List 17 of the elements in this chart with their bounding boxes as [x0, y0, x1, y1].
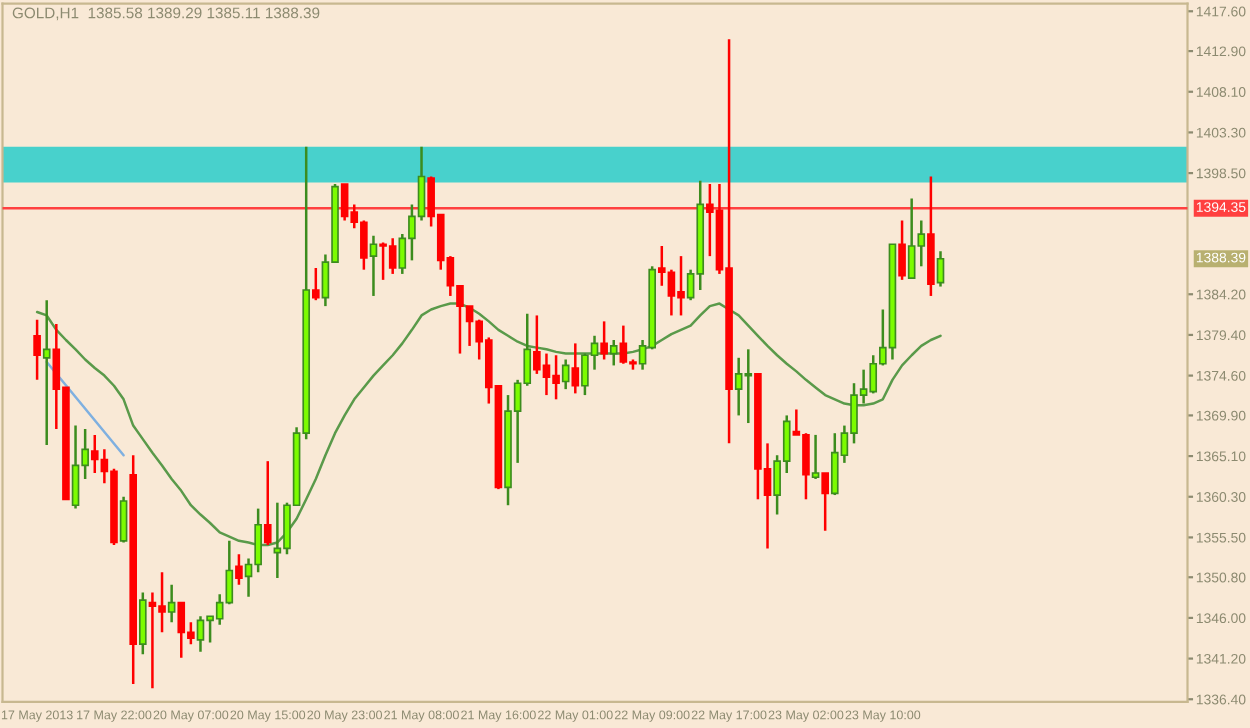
candlestick	[119, 495, 128, 544]
candlestick	[263, 459, 272, 547]
candlestick	[369, 234, 378, 298]
candlestick	[936, 249, 945, 288]
candlestick	[811, 433, 820, 481]
candlestick	[167, 583, 176, 624]
candlestick	[33, 318, 41, 382]
candlestick	[311, 266, 320, 302]
candlestick	[898, 219, 906, 282]
candlestick	[235, 553, 243, 587]
candlestick	[821, 471, 829, 532]
candlestick	[42, 298, 51, 447]
candlestick	[571, 342, 580, 395]
candlestick	[139, 591, 147, 656]
candlestick	[600, 320, 608, 361]
candlestick	[609, 338, 618, 367]
candlestick	[561, 358, 570, 391]
